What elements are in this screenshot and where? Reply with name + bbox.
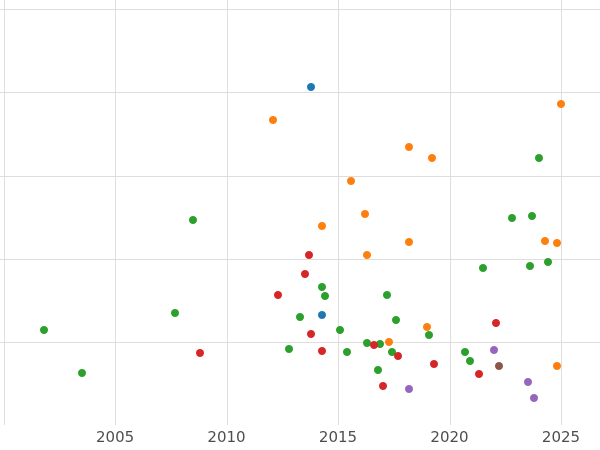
data-point-green [374,366,383,375]
x-tick-label: 2010 [207,428,246,446]
vertical-gridline [115,0,117,425]
data-point-orange [427,154,436,162]
horizontal-gridline [0,92,600,94]
data-point-purple [405,384,414,393]
vertical-gridline [561,0,562,425]
data-point-orange [385,337,394,346]
data-point-green [342,348,351,357]
data-point-blue [307,82,316,91]
horizontal-gridline [0,9,600,11]
vertical-gridline [226,0,228,425]
data-point-green [376,339,385,348]
data-point-red [305,250,313,259]
data-point-orange [423,322,432,331]
data-point-red [378,381,387,390]
data-point-red [474,369,483,378]
data-point-orange [363,250,371,259]
data-point-orange [318,222,327,231]
data-point-green [534,154,543,162]
data-point-orange [405,238,414,246]
data-point-green [507,213,516,222]
data-point-green [387,348,396,357]
data-point-green [77,369,86,377]
data-point-green [461,348,470,357]
data-point-green [465,357,474,365]
data-point-green [392,316,400,325]
data-point-red [429,359,438,368]
data-point-green [543,258,552,266]
data-point-orange [552,361,561,370]
data-point-red [318,347,327,355]
data-point-purple [530,394,539,402]
data-point-purple [490,346,499,355]
data-point-green [528,212,536,221]
vertical-gridline [338,0,339,425]
data-point-green [189,216,198,224]
x-tick-label: 2015 [318,428,358,446]
vertical-gridline [449,0,451,425]
x-tick-label: 2005 [96,428,135,446]
data-point-green [525,262,534,271]
data-point-orange [557,100,565,108]
data-point-red [369,341,378,350]
data-point-orange [347,176,356,185]
x-tick-label: 2020 [430,428,469,446]
data-point-orange [405,143,414,152]
data-point-purple [523,378,532,387]
data-point-green [285,344,293,353]
data-point-orange [541,237,550,246]
data-point-green [363,339,371,348]
data-point-green [296,312,305,321]
data-point-red [307,329,316,338]
data-point-blue [318,311,327,320]
data-point-red [300,270,309,278]
data-point-red [394,352,403,360]
data-point-green [320,292,329,301]
data-point-red [273,290,282,299]
data-point-green [425,331,434,340]
x-tick-label: 2025 [541,428,581,446]
data-point-green [336,326,345,335]
data-point-green [171,309,180,318]
horizontal-gridline [0,175,600,177]
data-point-green [383,290,392,299]
horizontal-gridline [0,341,600,343]
data-point-brown [494,361,503,370]
data-point-red [492,319,501,328]
data-point-green [478,264,487,273]
data-point-orange [552,238,561,247]
horizontal-gridline [0,258,600,260]
vertical-gridline [3,0,5,425]
data-point-orange [360,210,369,219]
data-point-green [318,282,327,291]
data-point-green [39,326,48,335]
data-point-orange [269,116,278,125]
data-point-red [195,349,204,358]
